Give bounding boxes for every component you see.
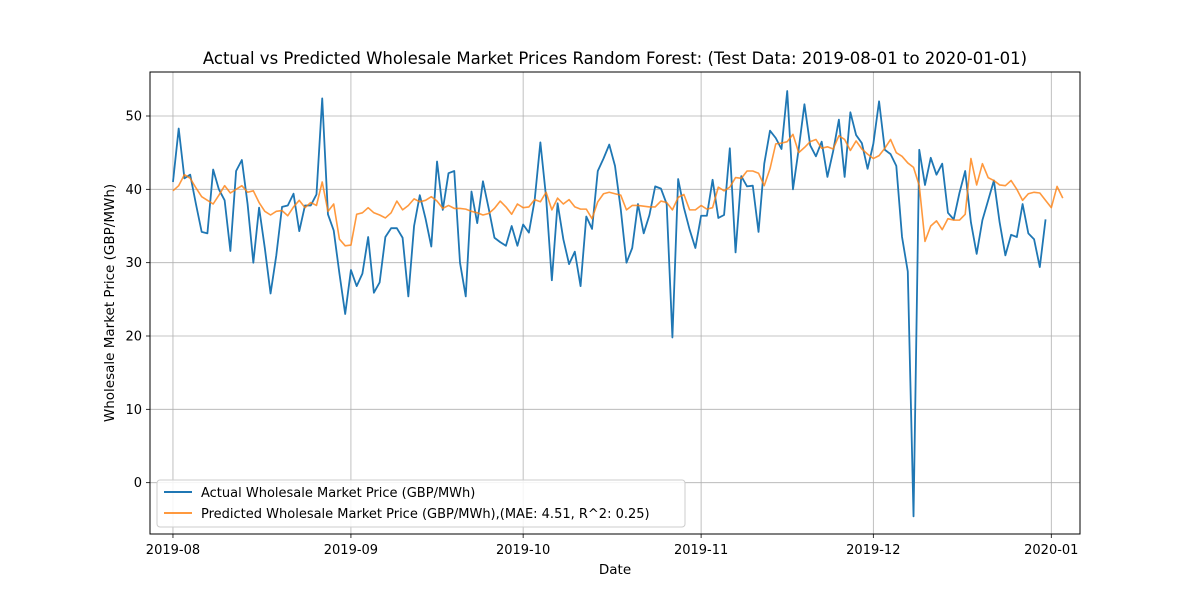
y-axis-label: Wholesale Market Price (GBP/MWh) [102, 184, 118, 422]
x-tick-label: 2019-10 [496, 543, 550, 558]
actual-price-line [172, 90, 1047, 518]
y-tick-label: 10 [125, 403, 142, 418]
plot-area [150, 72, 1080, 534]
x-axis-label: Date [599, 562, 631, 578]
y-tick-label: 40 [125, 183, 142, 198]
x-tick-label: 2019-12 [846, 543, 900, 558]
y-tick-label: 20 [125, 330, 142, 345]
x-tick-label: 2019-08 [146, 543, 200, 558]
legend-label-predicted: Predicted Wholesale Market Price (GBP/MW… [201, 507, 650, 522]
x-tick-label: 2020-01 [1024, 543, 1078, 558]
legend: Actual Wholesale Market Price (GBP/MWh) … [156, 479, 686, 528]
y-tick-label: 0 [134, 476, 142, 491]
predicted-price-line [172, 133, 1064, 247]
x-tick-label: 2019-11 [674, 543, 728, 558]
plot-frame [149, 71, 1081, 535]
legend-box [156, 479, 686, 528]
y-axis: 0 10 20 30 40 50 [125, 110, 150, 491]
grid [150, 72, 1080, 534]
x-axis: 2019-08 2019-09 2019-10 2019-11 2019-12 2020-… [146, 534, 1078, 558]
chart-title: Actual vs Predicted Wholesale Market Pri… [203, 49, 1027, 68]
y-tick-label: 50 [125, 110, 142, 125]
x-tick-label: 2019-09 [324, 543, 378, 558]
series-layer [172, 90, 1064, 518]
legend-label-actual: Actual Wholesale Market Price (GBP/MWh) [201, 486, 475, 501]
y-tick-label: 30 [125, 256, 142, 271]
